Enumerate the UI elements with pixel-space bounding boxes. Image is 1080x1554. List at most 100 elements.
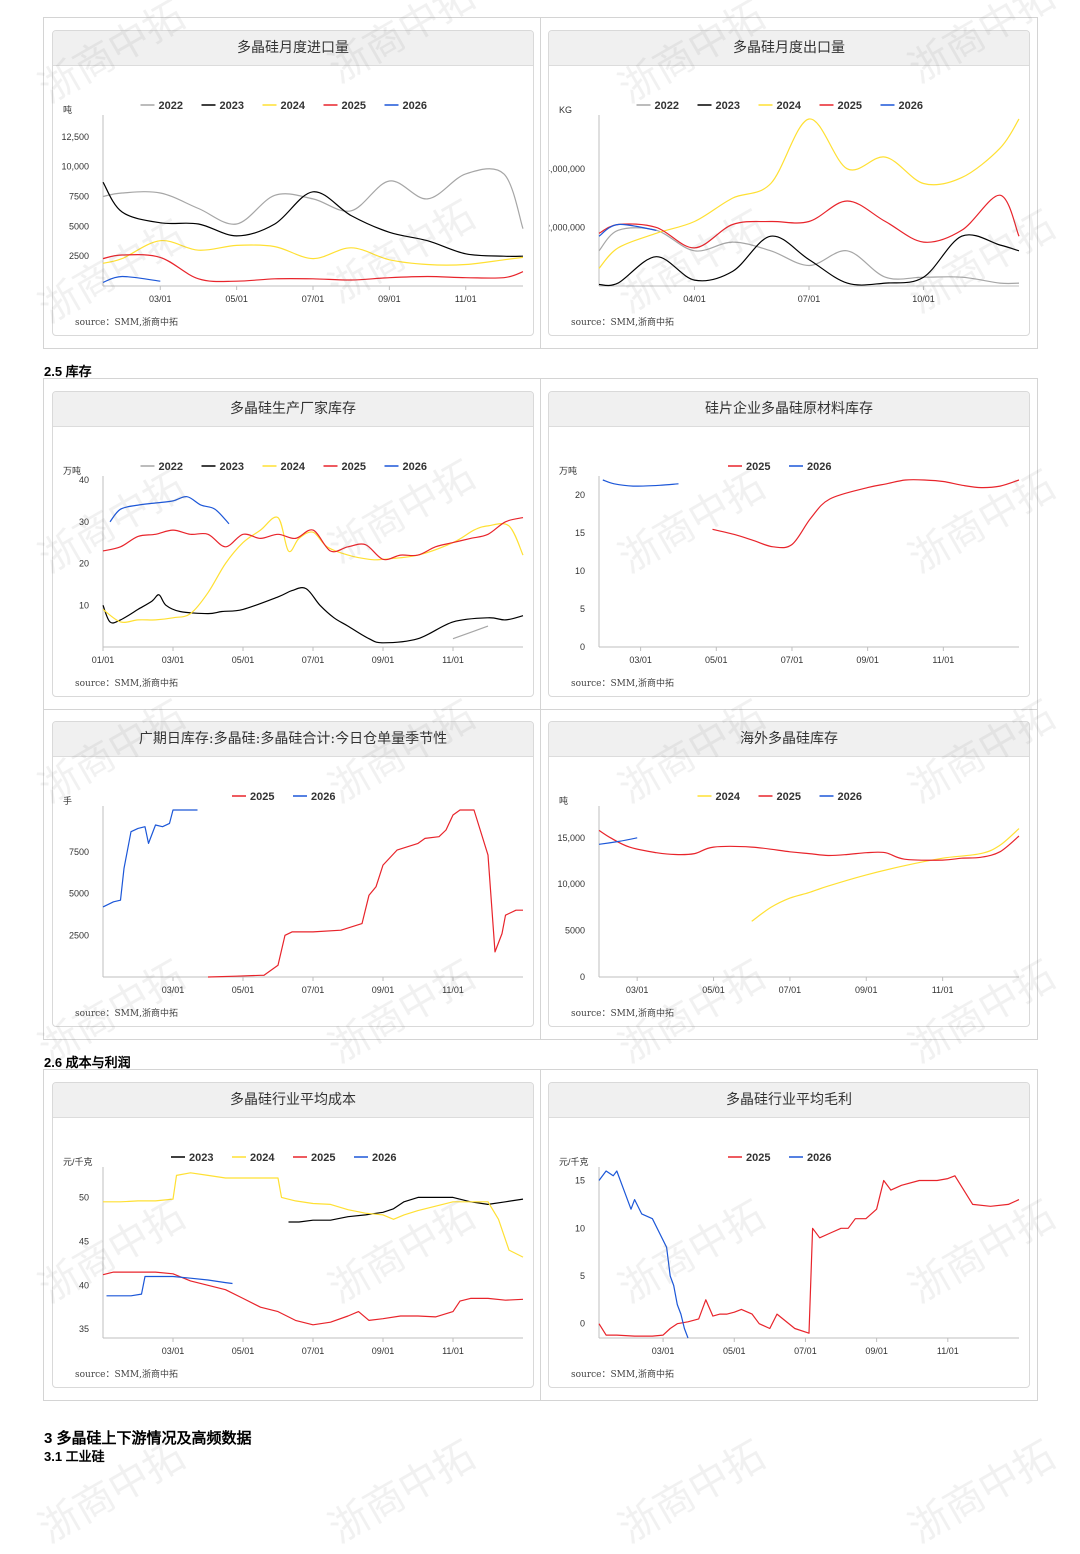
x-tick-label: 11/01 <box>455 294 477 304</box>
x-tick-label: 05/01 <box>705 655 728 665</box>
legend-item-2026: 2026 <box>819 791 862 803</box>
series-line-2026 <box>109 496 230 525</box>
series-line-2024 <box>102 240 524 266</box>
legend-label: 2026 <box>403 461 427 473</box>
x-tick-label: 03/01 <box>629 655 652 665</box>
legend-label: 2025 <box>777 791 801 803</box>
source-label: source：SMM,浙商中拓 <box>75 677 178 689</box>
y-tick-label: 10,000 <box>61 162 89 172</box>
y-tick-label: 20 <box>575 490 585 500</box>
legend-item-2025: 2025 <box>758 791 801 803</box>
series-line-2025 <box>102 517 524 561</box>
series-line-2023 <box>102 181 524 257</box>
x-tick-label: 03/01 <box>149 294 172 304</box>
x-tick-label: 01/01 <box>92 655 115 665</box>
source-label: source：SMM,浙商中拓 <box>75 1368 178 1380</box>
section-3-heading: 3 多晶硅上下游情况及高频数据 <box>44 1430 252 1447</box>
chart-title: 多晶硅月度出口量 <box>549 31 1029 66</box>
chart-card-polysilicon-import: 多晶硅月度进口量 吨 2500 5000 7500 10,000 12,500 03/01 0… <box>52 30 534 336</box>
y-axis-label: 元/千克 <box>63 1157 93 1167</box>
chart-svg: 元/千克 35 40 45 50 03/01 05/01 07/01 09/01 11/01 202… <box>63 1152 524 1380</box>
x-tick-label: 05/01 <box>225 294 248 304</box>
x-tick-label: 05/01 <box>702 985 725 995</box>
chart-title: 硅片企业多晶硅原材料库存 <box>549 392 1029 427</box>
series-line-2025 <box>712 479 1020 549</box>
legend-label: 2025 <box>250 791 274 803</box>
y-tick-label: 12,500 <box>61 132 89 142</box>
chart-card-producer-inventory: 多晶硅生产厂家库存 万吨 10 20 30 40 01/01 03/01 05/01 07/01… <box>52 391 534 697</box>
legend-item-2025: 2025 <box>728 1152 770 1164</box>
x-tick-label: 04/01 <box>683 294 706 304</box>
legend-label: 2026 <box>403 100 427 112</box>
source-label: source：SMM,浙商中拓 <box>75 316 178 328</box>
x-tick-label: 09/01 <box>378 294 401 304</box>
series-line-2026 <box>598 1170 689 1339</box>
series-line-2022 <box>452 625 489 640</box>
legend-item-2023: 2023 <box>697 100 740 112</box>
y-tick-label: 40 <box>79 1280 89 1290</box>
legend-item-2022: 2022 <box>140 461 183 473</box>
y-tick-label: 0 <box>580 972 585 982</box>
x-tick-label: 03/01 <box>162 1346 185 1356</box>
series-line-2024 <box>103 1172 524 1258</box>
y-tick-label: 7500 <box>69 192 89 202</box>
x-tick-label: 11/01 <box>442 985 464 995</box>
x-tick-label: 03/01 <box>652 1346 675 1356</box>
legend-label: 2024 <box>281 461 306 473</box>
chart-card-overseas-inventory: 海外多晶硅库存 吨 0 5000 10,000 15,000 03/01 05/01 07/0… <box>548 721 1030 1027</box>
legend-item-2026: 2026 <box>880 100 923 112</box>
legend-item-2022: 2022 <box>140 100 183 112</box>
section-3-1-heading: 3.1 工业硅 <box>44 1449 105 1464</box>
legend-label: 2024 <box>250 1152 275 1164</box>
chart-title: 海外多晶硅库存 <box>549 722 1029 757</box>
x-tick-label: 05/01 <box>232 1346 255 1356</box>
legend-item-2026: 2026 <box>293 791 335 803</box>
source-label: source：SMM,浙商中拓 <box>75 1007 178 1019</box>
series-line-2024 <box>598 118 1020 269</box>
legend-item-2025: 2025 <box>819 100 862 112</box>
legend-item-2024: 2024 <box>262 461 306 473</box>
series-line-2025 <box>598 194 1020 249</box>
legend-item-2026: 2026 <box>384 100 427 112</box>
y-tick-label: 5 <box>580 1271 585 1281</box>
legend-label: 2025 <box>342 100 366 112</box>
legend-label: 2026 <box>807 1152 831 1164</box>
y-tick-label: 15,000 <box>557 833 585 843</box>
frame-divider <box>540 18 541 348</box>
chart-svg: 万吨 0 5 10 15 20 03/01 05/01 07/01 09/01 11/01 2025 2… <box>559 461 1020 689</box>
x-tick-label: 09/01 <box>856 655 879 665</box>
series-line-2023 <box>288 1196 524 1223</box>
series-line-2026 <box>102 809 198 908</box>
y-tick-label: 7500 <box>69 847 89 857</box>
legend-label: 2023 <box>220 461 244 473</box>
legend-label: 2024 <box>777 100 802 112</box>
y-tick-label: 5000 <box>565 926 585 936</box>
x-tick-label: 11/01 <box>442 655 464 665</box>
x-tick-label: 07/01 <box>779 985 802 995</box>
series-line-2022 <box>102 168 524 229</box>
chart-card-average-cost: 多晶硅行业平均成本 元/千克 35 40 45 50 03/01 05/01 07/01 09/… <box>52 1082 534 1388</box>
y-axis-label: 元/千克 <box>559 1157 589 1167</box>
y-axis-label: 万吨 <box>63 465 81 476</box>
legend-item-2025: 2025 <box>323 461 366 473</box>
legend-item-2025: 2025 <box>293 1152 335 1164</box>
legend-label: 2025 <box>838 100 862 112</box>
section-2-5-heading: 2.5 库存 <box>44 364 92 379</box>
series-line-2025 <box>207 809 523 978</box>
x-tick-label: 07/01 <box>302 1346 325 1356</box>
legend-label: 2023 <box>220 100 244 112</box>
chart-card-wafer-material-inventory: 硅片企业多晶硅原材料库存 万吨 0 5 10 15 20 03/01 05/01 07/01 09… <box>548 391 1030 697</box>
chart-title: 多晶硅生产厂家库存 <box>53 392 533 427</box>
y-tick-label: 5000 <box>69 221 89 231</box>
y-tick-label: 50 <box>79 1192 89 1202</box>
series-line-2025 <box>598 829 1020 861</box>
chart-title: 广期日库存:多晶硅:多晶硅合计:今日仓单量季节性 <box>53 722 533 757</box>
series-line-2026 <box>102 275 161 283</box>
x-tick-label: 07/01 <box>781 655 804 665</box>
legend-item-2024: 2024 <box>232 1152 275 1164</box>
legend-item-2026: 2026 <box>384 461 427 473</box>
legend-label: 2024 <box>281 100 306 112</box>
chart-svg: 万吨 10 20 30 40 01/01 03/01 05/01 07/01 09/01 11/01… <box>63 461 524 689</box>
x-tick-label: 03/01 <box>162 985 185 995</box>
series-line-2026 <box>598 837 638 845</box>
